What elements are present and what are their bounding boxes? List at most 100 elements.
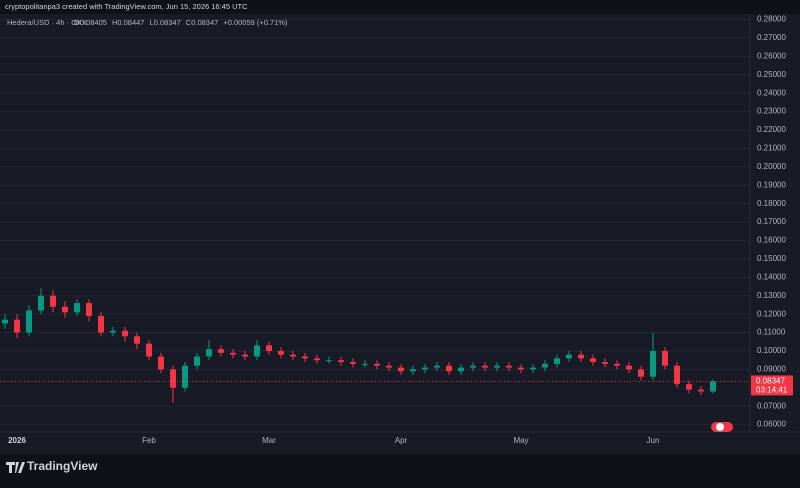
candle-body xyxy=(410,369,416,372)
candle-body xyxy=(326,360,332,362)
flag-icon xyxy=(711,422,733,432)
candle-body xyxy=(482,365,488,368)
candle-body xyxy=(602,362,608,364)
candle-body xyxy=(350,362,356,364)
countdown: 03:14:41 xyxy=(756,386,788,395)
candle-body xyxy=(254,345,260,357)
x-tick-label: Feb xyxy=(142,436,156,445)
candle-body xyxy=(386,365,392,368)
legend: Hedera/USD · 4h · OKX O0.08405 H0.08447 L0… xyxy=(7,18,288,27)
candle-body xyxy=(134,336,140,344)
candle-body xyxy=(662,350,668,366)
y-tick-label: 0.18000 xyxy=(757,199,786,208)
candle-body xyxy=(698,389,704,392)
brand-logo xyxy=(6,462,25,473)
candle-body xyxy=(230,352,236,355)
candle-body xyxy=(26,310,32,333)
candle-body xyxy=(62,306,68,313)
ohlc-value: L0.08347 xyxy=(149,18,180,27)
y-tick-label: 0.16000 xyxy=(757,236,786,245)
candle-body xyxy=(206,349,212,357)
y-tick-label: 0.27000 xyxy=(757,33,786,42)
candle-body xyxy=(158,356,164,370)
candle-body xyxy=(38,295,44,311)
y-tick-label: 0.06000 xyxy=(757,420,786,429)
y-tick-label: 0.22000 xyxy=(757,125,786,134)
candle-body xyxy=(494,365,500,368)
candle-body xyxy=(590,358,596,363)
candle-body xyxy=(470,365,476,368)
x-tick-label: 2026 xyxy=(8,436,26,445)
x-tick-label: May xyxy=(513,436,528,445)
candle-body xyxy=(74,303,80,313)
y-tick-label: 0.26000 xyxy=(757,51,786,60)
y-tick-label: 0.14000 xyxy=(757,272,786,281)
y-tick-label: 0.24000 xyxy=(757,88,786,97)
y-tick-label: 0.12000 xyxy=(757,309,786,318)
y-tick-label: 0.20000 xyxy=(757,162,786,171)
candle-body xyxy=(626,365,632,370)
credit: cryptopolitanpa3 created with TradingVie… xyxy=(5,2,248,11)
candle-body xyxy=(122,330,128,337)
candle-body xyxy=(242,354,248,357)
candle-body xyxy=(14,319,20,333)
candle-body xyxy=(650,350,656,377)
candle-body xyxy=(578,354,584,359)
candle-body xyxy=(170,369,176,388)
ohlc-value: +0.00059 (+0.71%) xyxy=(223,18,288,27)
brand: TradingView xyxy=(27,459,98,473)
candle-body xyxy=(458,367,464,372)
candle-body xyxy=(566,354,572,359)
x-tick-label: Jun xyxy=(647,436,660,445)
candle-body xyxy=(302,356,308,359)
candle-body xyxy=(218,349,224,353)
candle-body xyxy=(518,367,524,370)
candle-body xyxy=(554,358,560,364)
candle-body xyxy=(686,384,692,390)
y-tick-label: 0.13000 xyxy=(757,291,786,300)
candle-body xyxy=(530,367,536,370)
last-price-label: 0.08347 xyxy=(756,377,785,386)
ohlc-value: C0.08347 xyxy=(186,18,219,27)
candle-body xyxy=(266,345,272,351)
candle-body xyxy=(434,365,440,368)
candle-body xyxy=(362,363,368,365)
candle-body xyxy=(86,303,92,316)
candle-body xyxy=(194,356,200,366)
symbol: Hedera/USD · 4h · OKX xyxy=(7,18,87,27)
y-tick-label: 0.25000 xyxy=(757,70,786,79)
candle-body xyxy=(338,360,344,363)
candle-body xyxy=(710,381,716,392)
candle-body xyxy=(638,369,644,377)
y-tick-label: 0.17000 xyxy=(757,217,786,226)
candle-body xyxy=(398,367,404,372)
candle-body xyxy=(50,295,56,307)
candle-body xyxy=(674,365,680,385)
candle-body xyxy=(110,330,116,333)
y-tick-label: 0.09000 xyxy=(757,365,786,374)
candle-body xyxy=(182,365,188,388)
candle-body xyxy=(314,358,320,361)
candle-body xyxy=(542,363,548,368)
y-tick-label: 0.11000 xyxy=(757,328,786,337)
y-tick-label: 0.28000 xyxy=(757,15,786,24)
grid xyxy=(0,19,750,426)
y-tick-label: 0.19000 xyxy=(757,180,786,189)
candle-body xyxy=(614,363,620,366)
x-tick-label: Mar xyxy=(262,436,276,445)
y-tick-label: 0.15000 xyxy=(757,254,786,263)
ohlc-value: O0.08405 xyxy=(74,18,107,27)
y-tick-label: 0.07000 xyxy=(757,401,786,410)
last-price-box xyxy=(751,375,793,396)
candle-body xyxy=(98,315,104,333)
y-tick-label: 0.21000 xyxy=(757,144,786,153)
chart-pane xyxy=(0,14,800,454)
candle-body xyxy=(374,363,380,366)
candle-body xyxy=(422,367,428,370)
y-tick-label: 0.10000 xyxy=(757,346,786,355)
candle-body xyxy=(446,365,452,372)
candle-body xyxy=(506,365,512,368)
candle-body xyxy=(278,350,284,355)
x-tick-label: Apr xyxy=(395,436,408,445)
